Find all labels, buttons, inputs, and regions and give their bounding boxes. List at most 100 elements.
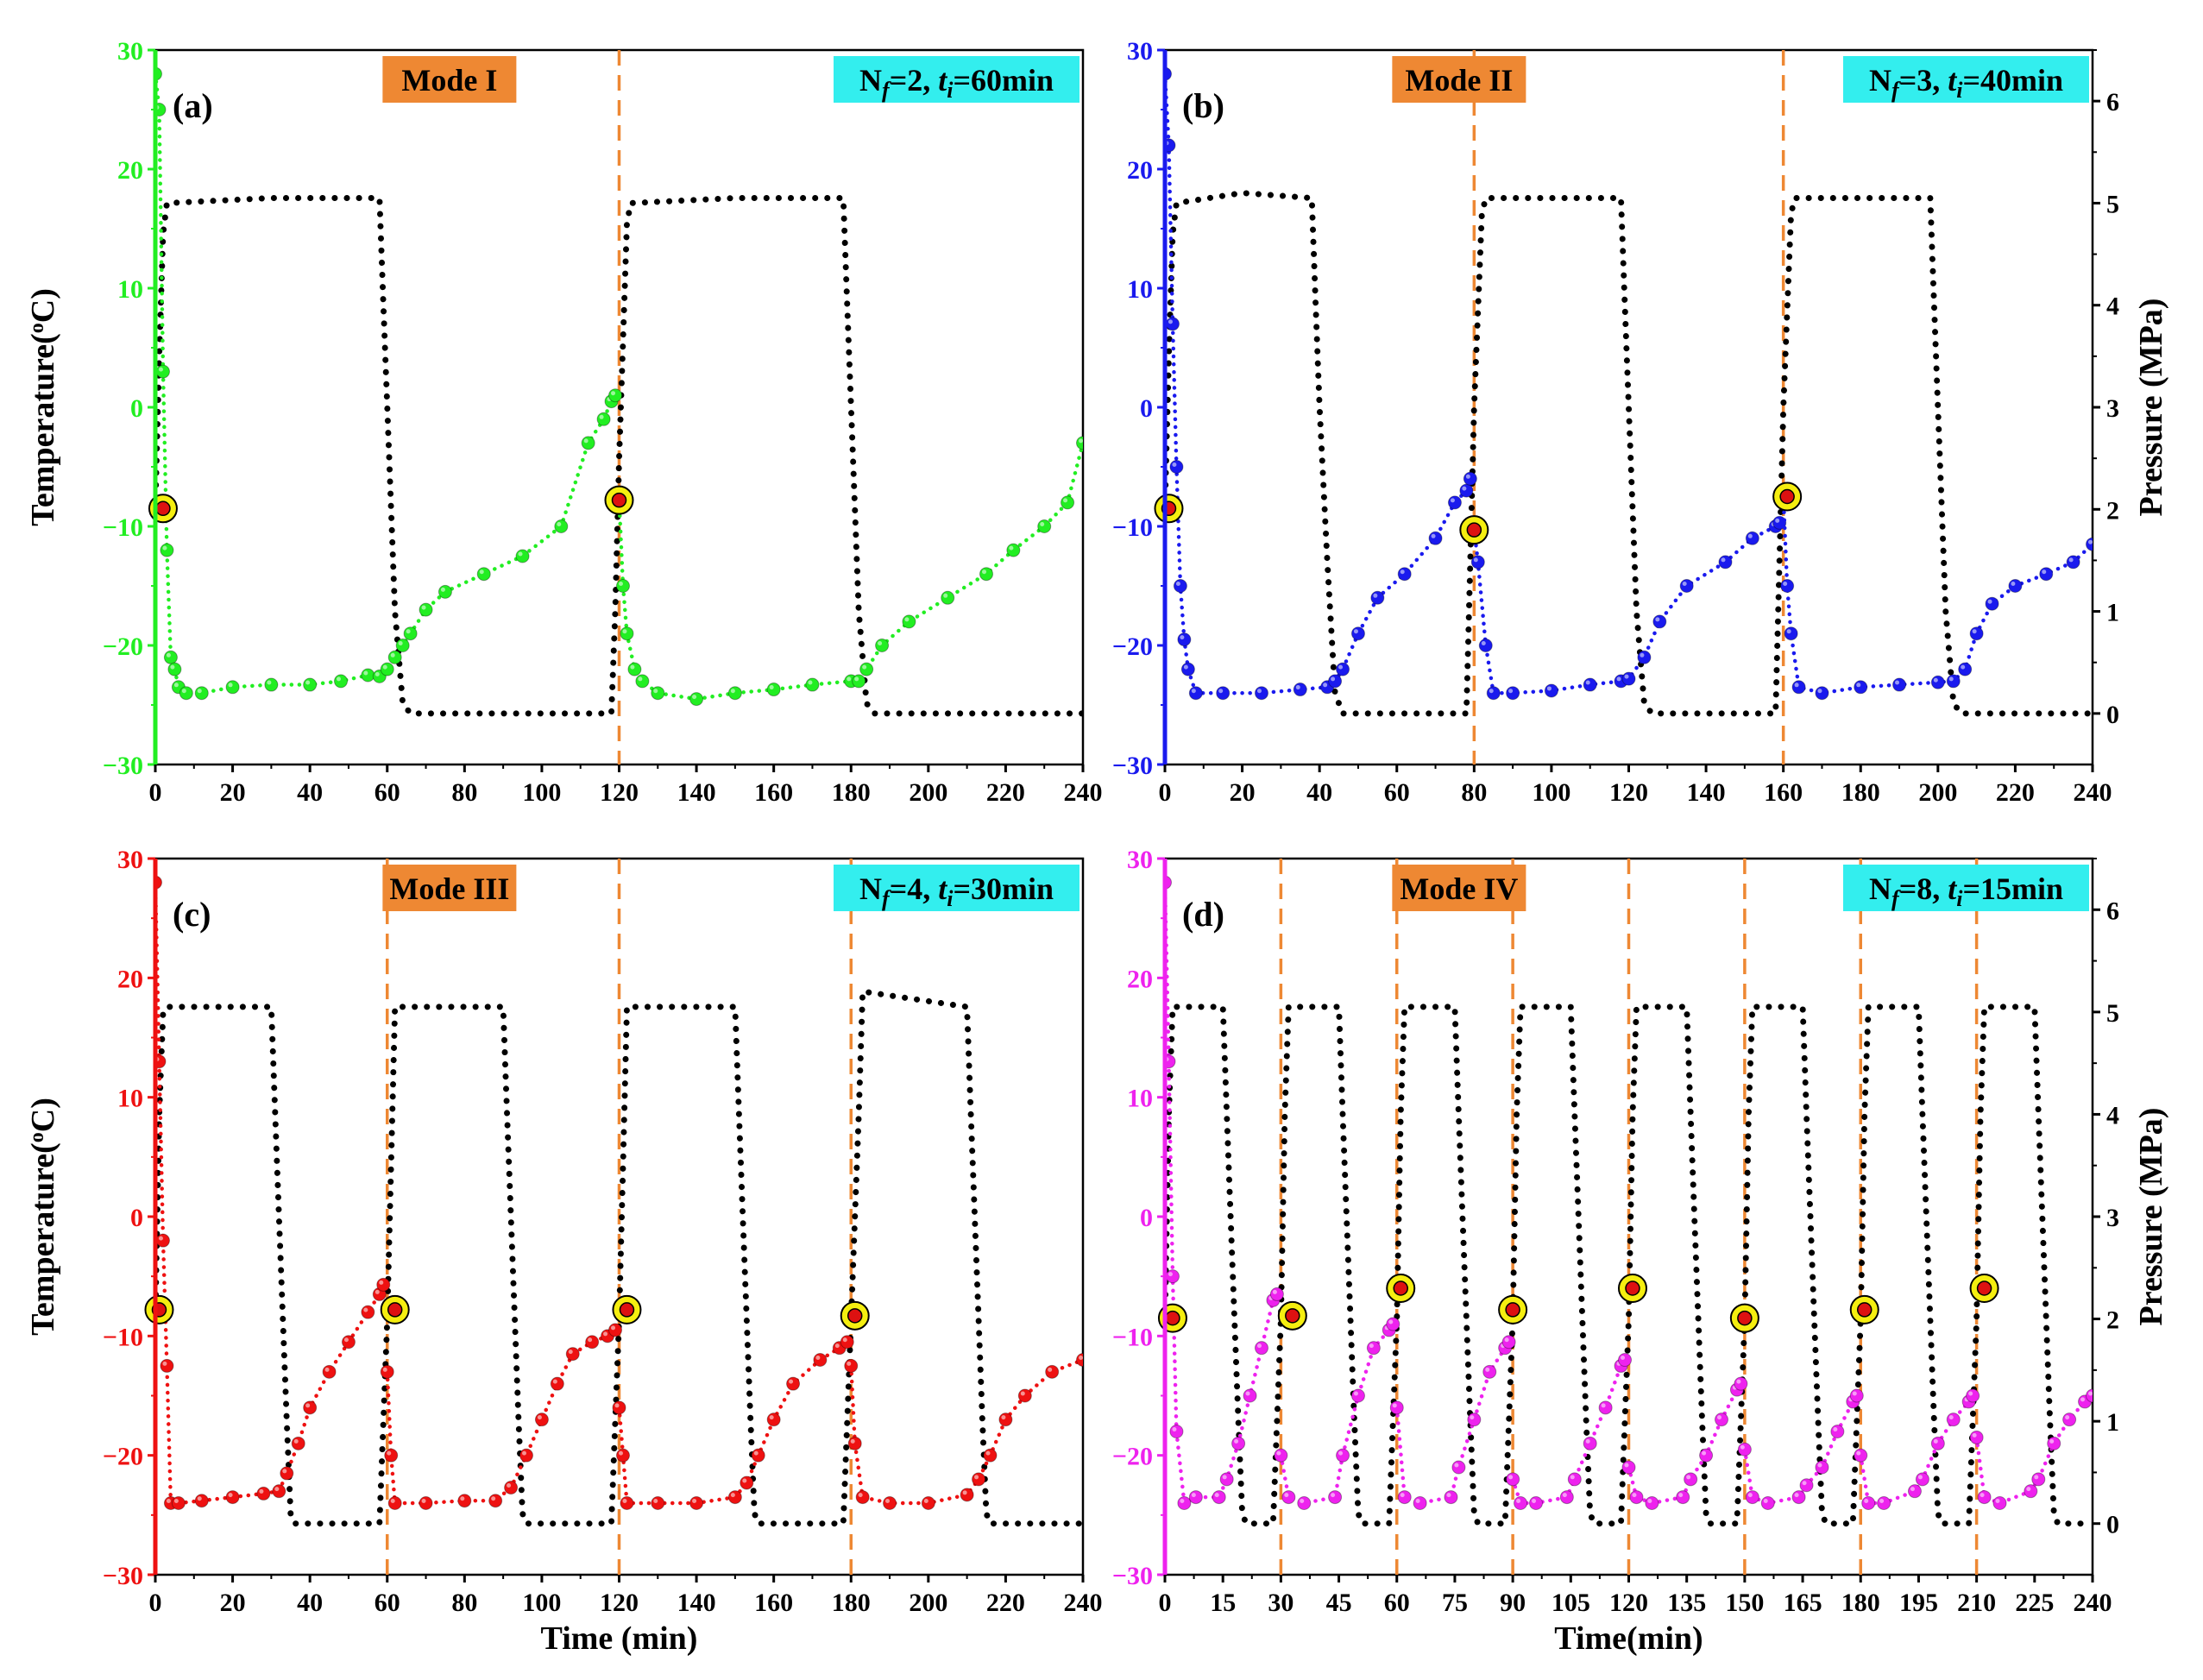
- x-tick-label: 180: [832, 1589, 871, 1617]
- temperature-point: [840, 1335, 854, 1350]
- temperature-point-highlight: [847, 1361, 852, 1366]
- temperature-point-highlight: [324, 1367, 330, 1372]
- injection-marker-center: [1737, 1310, 1753, 1326]
- param-n: N: [1869, 871, 1891, 906]
- temperature-point: [488, 1494, 503, 1508]
- temperature-point: [1447, 495, 1462, 510]
- temperature-point: [1459, 483, 1474, 498]
- temperature-point-highlight: [742, 1478, 747, 1483]
- mode-box: [1392, 865, 1526, 911]
- temperature-point: [627, 662, 642, 676]
- temperature-point: [1784, 626, 1798, 641]
- x-tick-label: 0: [149, 1589, 162, 1617]
- temperature-point-highlight: [1392, 1403, 1397, 1408]
- temperature-point-highlight: [479, 569, 484, 575]
- temperature-point-highlight: [842, 1337, 847, 1343]
- temperature-point-highlight: [1446, 1493, 1451, 1498]
- temperature-point-highlight: [173, 683, 179, 688]
- temperature-point-highlight: [382, 1367, 387, 1372]
- temperature-point-highlight: [382, 664, 387, 670]
- temperature-point-highlight: [1570, 1475, 1575, 1480]
- temperature-point: [612, 1400, 626, 1415]
- x-tick-label: 200: [1918, 778, 1957, 807]
- x-tick-label: 120: [1609, 1589, 1648, 1617]
- parameter-label: Nf=3, ti=40min: [1869, 63, 2063, 103]
- temperature-point: [1529, 1496, 1543, 1510]
- temperature-point: [1621, 671, 1636, 686]
- temperature-point: [225, 680, 240, 695]
- temperature-point: [2039, 567, 2054, 582]
- temperature-point: [419, 1496, 433, 1510]
- temperature-point-highlight: [854, 676, 859, 682]
- temperature-point-highlight: [1933, 1438, 1938, 1444]
- temperature-point: [766, 1413, 781, 1427]
- temperature-point: [1173, 579, 1187, 593]
- temperature-point-highlight: [1180, 1499, 1185, 1503]
- temperature-point: [689, 1496, 704, 1510]
- x-tick-label: 240: [2074, 1589, 2112, 1617]
- pressure-tick-label: 2: [2106, 1306, 2119, 1335]
- temperature-point-highlight: [789, 1379, 794, 1384]
- temperature-point-highlight: [1218, 689, 1224, 694]
- x-tick-label: 195: [1899, 1589, 1938, 1617]
- x-tick-label: 20: [220, 778, 246, 807]
- x-axis-title: Time(min): [1554, 1620, 1703, 1657]
- temperature-point: [1370, 590, 1385, 605]
- parameter-box: [834, 56, 1079, 103]
- parameter-label: Nf=4, ti=30min: [859, 871, 1054, 911]
- x-tick-label: 80: [451, 1589, 477, 1617]
- temperature-tick-label: 20: [1127, 156, 1153, 185]
- mode-box: [1392, 56, 1526, 103]
- temperature-point-highlight: [421, 1499, 426, 1503]
- temperature-point: [163, 650, 178, 664]
- temperature-point-highlight: [162, 545, 167, 551]
- temperature-point: [1892, 677, 1907, 692]
- temperature-point: [1760, 1496, 1775, 1510]
- temperature-point: [1621, 1460, 1636, 1475]
- x-tick-label: 135: [1667, 1589, 1706, 1617]
- temperature-point-highlight: [622, 1499, 627, 1503]
- temperature-point: [1243, 1388, 1257, 1403]
- temperature-point: [2062, 1413, 2077, 1427]
- temperature-point: [194, 1494, 209, 1508]
- temperature-point: [1254, 686, 1268, 701]
- temperature-point: [264, 677, 279, 692]
- mode-label: Mode II: [1405, 63, 1513, 98]
- temperature-point-highlight: [491, 1496, 496, 1501]
- temperature-point: [2008, 579, 2023, 593]
- param-t-sub: i: [1956, 886, 1963, 911]
- temperature-point-highlight: [337, 676, 341, 682]
- x-tick-label: 140: [677, 1589, 716, 1617]
- x-tick-label: 80: [1461, 778, 1487, 807]
- param-t-sub: i: [947, 886, 954, 911]
- temperature-point: [1444, 1490, 1458, 1505]
- parameter-box: [1843, 865, 2089, 911]
- temperature-point-highlight: [228, 1493, 233, 1498]
- temperature-point-highlight: [228, 683, 233, 688]
- temperature-point-highlight: [847, 676, 852, 682]
- x-tick-label: 30: [1268, 1589, 1293, 1617]
- x-tick-label: 220: [986, 778, 1025, 807]
- temperature-point-highlight: [170, 664, 175, 670]
- temperature-point-highlight: [1191, 1493, 1196, 1498]
- temperature-point: [608, 1323, 623, 1337]
- param-t: t: [938, 63, 947, 98]
- temperature-tick-label: −20: [103, 1443, 143, 1471]
- temperature-point-highlight: [1516, 1499, 1521, 1503]
- temperature-point-highlight: [1431, 533, 1436, 538]
- temperature-point: [272, 1484, 286, 1499]
- x-tick-label: 180: [1841, 1589, 1880, 1617]
- temperature-point-highlight: [769, 1415, 774, 1420]
- temperature-point-highlight: [1462, 486, 1467, 491]
- temperature-tick-label: −30: [1112, 1562, 1153, 1590]
- temperature-point: [2024, 1484, 2038, 1499]
- temperature-point: [1992, 1496, 2007, 1510]
- temperature-point: [1188, 686, 1203, 701]
- temperature-point: [160, 1358, 174, 1373]
- temperature-point-highlight: [406, 629, 411, 634]
- pressure-tick-label: 5: [2106, 999, 2119, 1028]
- temperature-point: [1413, 1496, 1427, 1510]
- parameter-box: [834, 865, 1079, 911]
- temperature-point-highlight: [692, 1499, 697, 1503]
- temperature-point: [1397, 567, 1412, 582]
